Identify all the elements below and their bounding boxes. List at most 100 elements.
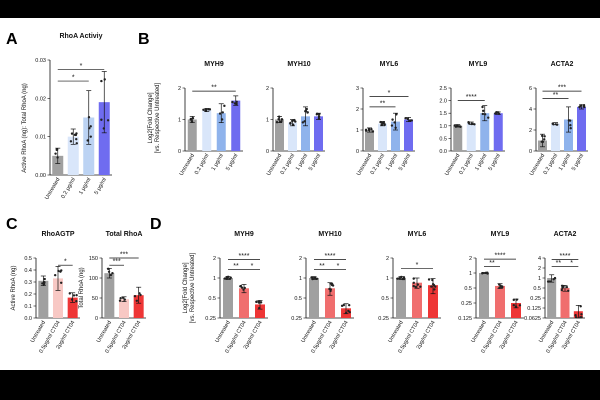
panel-label-a: A [6, 31, 18, 48]
d5-ytick-label: 1 [538, 276, 541, 282]
c2-title: Total RhoA [106, 231, 143, 238]
d3-bar [396, 278, 406, 318]
d4-bar [479, 273, 489, 318]
b3-data-point [393, 121, 396, 124]
d3-data-point [434, 285, 437, 288]
b2-ytick-label: 2 [266, 86, 269, 92]
a-bar [83, 117, 95, 175]
d5-data-point [580, 313, 583, 316]
d5-sig-label: ** [556, 260, 562, 267]
c1-data-point [42, 282, 46, 286]
d5-ytick-label: 2 [538, 266, 541, 272]
c2-data-point [118, 299, 122, 302]
b5-ytick-label: 0 [529, 149, 532, 155]
panel-label-c: C [6, 216, 18, 233]
d3-data-point [427, 278, 431, 281]
c2-data-point [109, 273, 113, 277]
c1-sig-label: * [64, 259, 67, 266]
d5-ytick-label: 4 [538, 256, 541, 262]
d2-data-point [329, 289, 332, 293]
d2-bar [325, 288, 335, 318]
a-bar [67, 136, 79, 175]
d5-data-point [565, 285, 569, 289]
b5-ytick-label: 6 [529, 86, 532, 92]
b3-title: MYL6 [380, 61, 399, 68]
b1-bar [216, 113, 226, 151]
a-data-point [74, 133, 78, 137]
panel-label-d: D [150, 216, 162, 233]
b2-data-point [275, 121, 279, 124]
figure-canvas: A B C D Active RhoA (ng): Total RhoA (ng… [0, 18, 600, 370]
c1-data-point [53, 273, 57, 277]
d5-data-point [574, 313, 577, 317]
a-data-point [70, 132, 74, 135]
a-data-point [102, 127, 106, 130]
a-data-point [103, 78, 106, 81]
b1-data-point [221, 111, 224, 114]
b1-data-point [223, 104, 226, 108]
b2-title: MYH10 [287, 61, 310, 68]
b3-category-label: 5 μg/ml [398, 153, 412, 172]
b2-data-point [277, 115, 281, 118]
b2-data-point [303, 120, 306, 123]
b3-data-point [391, 118, 394, 121]
c1-data-point [57, 269, 60, 273]
a-data-point [54, 152, 57, 155]
d2-data-point [315, 277, 319, 280]
b1-data-point [190, 120, 194, 123]
d5-data-point [552, 278, 555, 281]
b4-category-label: 1 μg/ml [474, 153, 488, 172]
b4-data-point [481, 112, 485, 116]
a-data-point [89, 125, 92, 128]
d2-data-point [313, 276, 317, 280]
b2-bar [275, 119, 284, 151]
d1-sig-label: **** [239, 253, 250, 260]
c1-bar [53, 278, 63, 318]
d4-data-point [485, 271, 489, 275]
a-title: RhoA Activiy [59, 33, 102, 40]
c1-data-point [75, 293, 78, 297]
c2-ytick-label: 150 [89, 256, 98, 262]
b3-data-point [406, 117, 409, 121]
d4-data-point [512, 298, 515, 302]
b4-ytick-label: 2.5 [439, 86, 447, 92]
d2-ytick-label: 0.25 [291, 316, 302, 322]
a-sig-label: * [72, 75, 75, 82]
c1-data-point [41, 282, 44, 285]
c1-data-point [43, 277, 46, 281]
c2-data-point [106, 267, 110, 271]
b3-bar [365, 130, 374, 151]
b3-sig-label: * [388, 90, 391, 97]
b2-ytick-label: 1 [266, 118, 269, 124]
b1-ytick-label: 2 [178, 86, 181, 92]
a-ytick-label: 0.03 [35, 58, 46, 64]
c2-ylabel: Total RhoA (ng) [79, 267, 85, 308]
b2-ytick-label: 0 [266, 149, 269, 155]
b4-data-point [497, 112, 501, 115]
c1-bar [67, 297, 78, 318]
b5-data-point [555, 123, 558, 126]
b5-data-point [551, 122, 554, 125]
b3-data-point [370, 128, 373, 131]
d1-ytick-label: 0.5 [208, 296, 216, 302]
b5-category-label: 5 μg/ml [571, 153, 585, 172]
b4-ytick-label: 1.0 [439, 124, 447, 130]
a-data-point [86, 139, 89, 142]
b2-data-point [317, 115, 321, 118]
c2-bar [119, 299, 129, 318]
c1-ylabel: Active RhoA (ng) [11, 265, 17, 310]
b4-data-point [467, 121, 470, 124]
b4-data-point [455, 124, 459, 127]
b3-ytick-label: 3 [356, 86, 359, 92]
b5-data-point [578, 105, 581, 109]
b1-category-label: 0.2 μg/ml [194, 153, 211, 176]
a-data-point [89, 135, 92, 138]
b4-data-point [483, 113, 487, 116]
b4-ytick-label: 2.0 [439, 99, 447, 105]
d1-bar [223, 278, 233, 318]
b4-bar [493, 113, 503, 151]
a-data-point [56, 156, 59, 159]
d5-ytick-label: 0.125 [527, 306, 541, 312]
d1-data-point [243, 286, 246, 290]
d5-data-point [546, 280, 550, 283]
